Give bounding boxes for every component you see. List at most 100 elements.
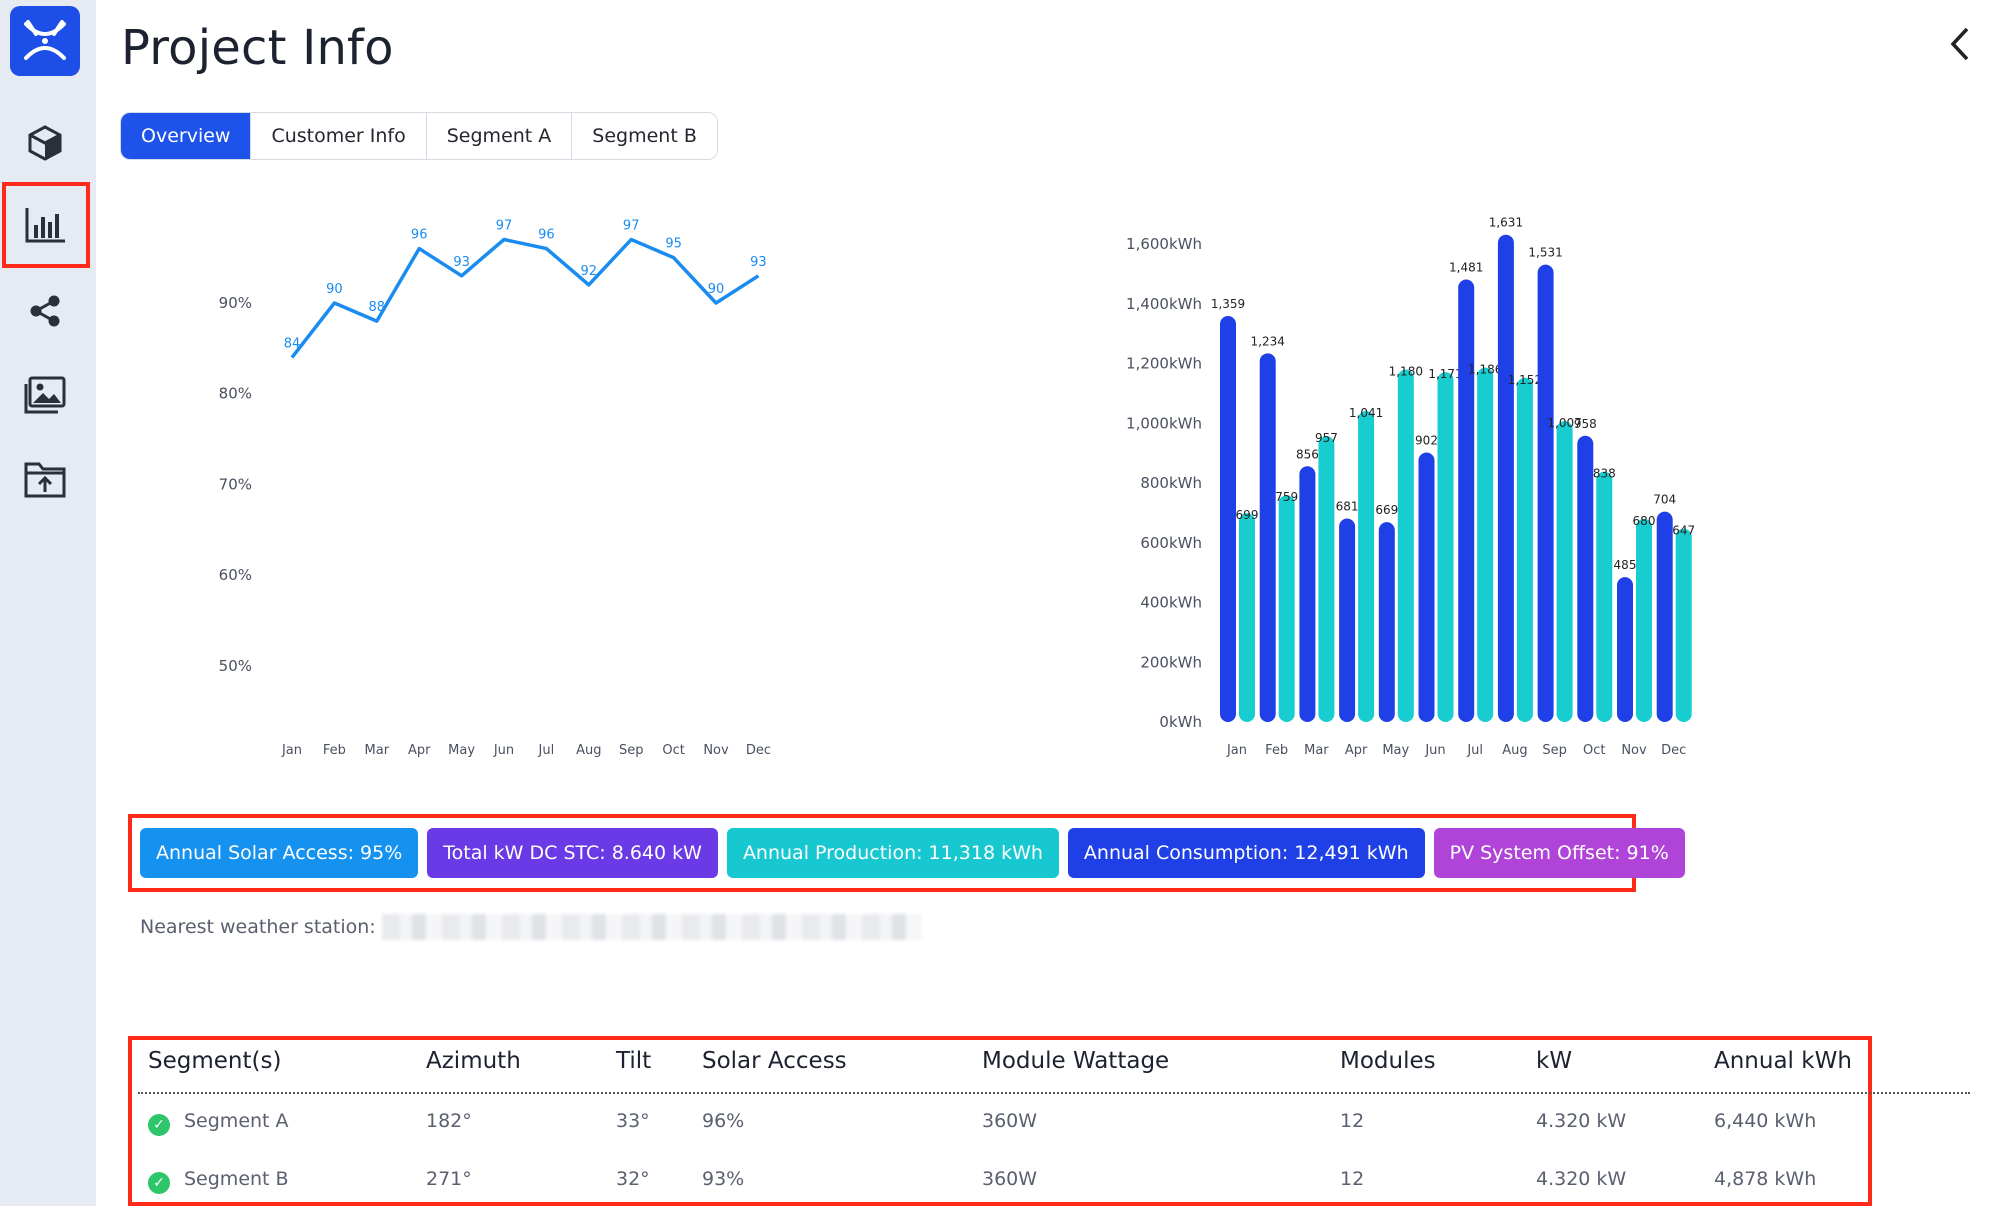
segments-table: Segment(s) Azimuth Tilt Solar Access Mod… [128, 1036, 1970, 1206]
bar-production [1636, 518, 1652, 722]
share-icon [30, 295, 60, 327]
y-tick-label: 1,000kWh [1126, 414, 1202, 432]
data-label: 90 [708, 282, 725, 297]
cell-segment: Segment B [184, 1168, 289, 1190]
chevron-left-icon [1950, 27, 1969, 61]
upload-folder-icon [24, 462, 66, 498]
x-tick-label: Jun [1424, 743, 1445, 758]
bar-production [1675, 528, 1692, 722]
x-tick-label: Nov [703, 743, 729, 758]
cell-module-wattage: 360W [982, 1110, 1038, 1132]
table-row[interactable]: ✓ Segment A 182° 33° 96% 360W 12 4.320 k… [132, 1106, 1868, 1146]
sidebar-item-model[interactable] [16, 114, 74, 172]
collapse-panel-button[interactable] [1940, 24, 1980, 64]
data-label: 1,007 [1547, 416, 1581, 430]
bar-production [1318, 436, 1335, 722]
data-label: 856 [1296, 447, 1319, 461]
x-tick-label: Feb [1265, 743, 1288, 758]
y-tick-label: 80% [219, 385, 252, 403]
page-title: Project Info [121, 20, 394, 76]
data-label: 1,359 [1211, 297, 1245, 311]
sidebar-item-share[interactable] [16, 282, 74, 340]
x-tick-label: Jan [1226, 743, 1247, 758]
table-row[interactable]: ✓ Segment B 271° 32° 93% 360W 12 4.320 k… [132, 1164, 1868, 1204]
col-segments: Segment(s) [148, 1048, 282, 1074]
x-tick-label: Apr [1345, 743, 1368, 758]
x-tick-label: Oct [662, 743, 684, 758]
cell-annual-kwh: 6,440 kWh [1714, 1110, 1817, 1132]
data-label: 96 [538, 228, 555, 243]
data-label: 838 [1593, 467, 1616, 481]
x-tick-label: Jan [281, 743, 302, 758]
bar-chart-svg: 1,600kWh 1,400kWh 1,200kWh 1,000kWh 800kWh 60… [1126, 216, 1695, 758]
cell-tilt: 32° [616, 1168, 650, 1190]
cell-segment: Segment A [184, 1110, 289, 1132]
y-tick-label: 600kWh [1140, 534, 1202, 552]
stat-annual-consumption: Annual Consumption: 12,491 kWh [1067, 828, 1425, 878]
bar-consumption [1220, 315, 1236, 722]
x-tick-label: Dec [1661, 743, 1686, 758]
col-modules: Modules [1340, 1048, 1436, 1074]
app-logo[interactable] [10, 6, 80, 76]
bar-consumption [1497, 234, 1514, 722]
x-tick-label: Sep [1542, 743, 1567, 758]
tab-segment-a[interactable]: Segment A [427, 113, 573, 159]
col-annual-kwh: Annual kWh [1714, 1048, 1852, 1074]
stat-annual-production: Annual Production: 11,318 kWh [726, 828, 1059, 878]
y-tick-label: 50% [219, 657, 252, 675]
sidebar-item-upload[interactable] [16, 450, 74, 508]
data-label: 1,171 [1428, 367, 1462, 381]
data-label: 95 [665, 237, 682, 252]
tab-overview[interactable]: Overview [121, 113, 252, 159]
y-tick-label: 1,200kWh [1126, 355, 1202, 373]
weather-station-redacted [381, 914, 922, 940]
bar-consumption [1537, 264, 1554, 722]
cell-tilt: 33° [616, 1110, 650, 1132]
y-tick-label: 1,600kWh [1126, 235, 1202, 253]
gallery-icon [24, 376, 66, 414]
data-label: 902 [1415, 434, 1438, 448]
data-label: 1,186 [1468, 363, 1502, 377]
data-label: 1,481 [1449, 261, 1483, 275]
line-chart-svg: 90% 80% 70% 60% 50% Jan Feb Mar Apr May Jun Jul Aug S… [219, 219, 771, 758]
data-label: 88 [369, 300, 386, 315]
col-solar-access: Solar Access [702, 1048, 847, 1074]
summary-stats: Annual Solar Access: 95% Total kW DC STC… [128, 814, 1685, 892]
tab-bar: Overview Customer Info Segment A Segment… [120, 112, 718, 160]
bar-production [1596, 471, 1613, 722]
x-tick-label: Jul [1466, 743, 1483, 758]
bar-consumption [1458, 279, 1475, 722]
x-tick-label: Nov [1621, 743, 1647, 758]
data-label: 1,631 [1489, 216, 1523, 230]
bar-consumption [1299, 466, 1316, 722]
data-label: 97 [496, 219, 513, 234]
sidebar-item-gallery[interactable] [16, 366, 74, 424]
logo-icon [24, 20, 66, 60]
y-tick-label: 90% [219, 294, 252, 312]
tab-customer-info[interactable]: Customer Info [251, 113, 427, 159]
bar-consumption [1418, 452, 1435, 722]
cell-solar-access: 93% [702, 1168, 745, 1190]
data-label: 92 [581, 264, 598, 279]
y-tick-label: 800kWh [1140, 474, 1202, 492]
bar-production [1358, 411, 1375, 722]
data-label: 680 [1633, 514, 1656, 528]
data-label: 704 [1653, 493, 1676, 507]
col-tilt: Tilt [616, 1048, 652, 1074]
x-tick-label: Feb [323, 743, 346, 758]
y-tick-label: 400kWh [1140, 594, 1202, 612]
data-label: 699 [1236, 508, 1259, 522]
x-tick-label: Dec [746, 743, 771, 758]
tab-segment-b[interactable]: Segment B [592, 125, 697, 147]
sidebar-item-analytics[interactable] [2, 182, 90, 268]
stat-pv-offset: PV System Offset: 91% [1433, 828, 1685, 878]
header-divider [138, 1092, 1970, 1094]
cell-modules: 12 [1340, 1110, 1365, 1132]
bar-consumption [1577, 435, 1594, 722]
col-module-wattage: Module Wattage [982, 1048, 1170, 1074]
data-label: 1,180 [1389, 364, 1423, 378]
bar-production [1239, 513, 1255, 722]
cell-solar-access: 96% [702, 1110, 745, 1132]
energy-bar-chart: 1,600kWh 1,400kWh 1,200kWh 1,000kWh 800kWh 60… [1110, 200, 1720, 770]
bar-chart-icon [25, 208, 65, 243]
